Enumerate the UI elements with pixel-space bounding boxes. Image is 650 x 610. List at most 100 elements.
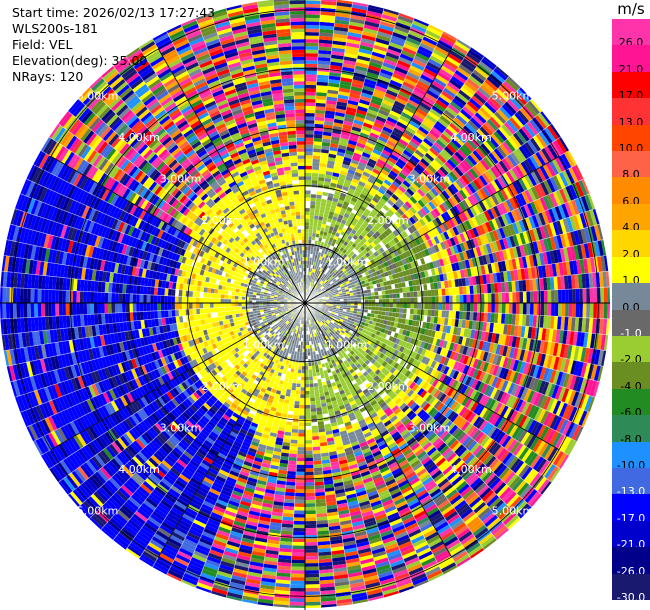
velocity-gate [508, 292, 513, 303]
velocity-gate [313, 280, 317, 285]
velocity-gate [533, 290, 538, 303]
velocity-gate [375, 190, 384, 198]
velocity-gate [317, 180, 325, 185]
velocity-gate [313, 272, 317, 277]
velocity-gate [364, 226, 371, 233]
velocity-gate [397, 158, 407, 167]
velocity-gate [323, 121, 334, 126]
velocity-gate [361, 202, 369, 209]
velocity-gate [356, 220, 363, 227]
velocity-gate [399, 114, 411, 124]
velocity-gate [335, 205, 342, 211]
velocity-gate [383, 179, 392, 187]
velocity-gate [345, 209, 352, 216]
velocity-gate [537, 303, 541, 316]
velocity-gate [529, 303, 534, 315]
velocity-gate [336, 2, 353, 8]
velocity-gate [336, 101, 348, 107]
velocity-gate [469, 311, 474, 321]
velocity-gate [404, 177, 414, 186]
velocity-gate [305, 49, 319, 54]
velocity-gate [399, 292, 404, 298]
velocity-gate [360, 155, 370, 162]
velocity-gate [403, 303, 408, 309]
velocity-gate [347, 99, 359, 106]
velocity-gate [473, 294, 478, 303]
velocity-gate [412, 20, 429, 30]
velocity-gate [401, 132, 413, 141]
velocity-gate [313, 141, 322, 146]
velocity-gate [325, 224, 330, 230]
velocity-gate [533, 303, 538, 316]
velocity-gate [445, 287, 450, 296]
velocity-gate [440, 33, 457, 44]
velocity-gate [435, 74, 449, 85]
velocity-gate [402, 166, 412, 175]
velocity-gate [366, 193, 374, 200]
velocity-gate [317, 57, 331, 62]
velocity-gate [429, 55, 444, 66]
velocity-gate [318, 170, 326, 175]
velocity-gate [359, 193, 367, 200]
velocity-gate [331, 51, 345, 57]
velocity-gate [358, 161, 367, 168]
velocity-gate [328, 211, 335, 216]
velocity-gate [402, 46, 417, 56]
velocity-gate [352, 122, 363, 129]
velocity-gate [335, 252, 341, 258]
velocity-gate [316, 85, 328, 90]
velocity-gate [318, 35, 333, 41]
velocity-gate [305, 141, 314, 145]
velocity-gates [0, 0, 610, 608]
velocity-gate [398, 172, 407, 180]
velocity-gate [422, 95, 436, 106]
velocity-gate [381, 149, 392, 157]
velocity-gate [424, 92, 438, 103]
velocity-gate [330, 204, 337, 210]
velocity-gate [369, 155, 379, 162]
velocity-gate [372, 196, 380, 204]
velocity-gate [522, 303, 527, 315]
velocity-gate [341, 163, 350, 170]
velocity-gate [380, 129, 392, 137]
velocity-gate [424, 309, 428, 316]
velocity-gate [422, 137, 434, 148]
velocity-gate [369, 211, 376, 219]
velocity-gate [369, 102, 381, 110]
velocity-gate [327, 229, 333, 234]
velocity-gate [415, 107, 428, 118]
velocity-gate [343, 182, 351, 188]
velocity-gate [575, 288, 580, 303]
velocity-gate [305, 56, 318, 61]
velocity-gate [417, 296, 422, 303]
velocity-gate [409, 65, 424, 75]
velocity-gate [462, 58, 477, 70]
velocity-gate [352, 75, 366, 82]
velocity-gate [316, 230, 321, 235]
velocity-gate [392, 307, 397, 313]
velocity-gate [325, 107, 336, 112]
velocity-gate [473, 285, 478, 295]
velocity-gate [313, 276, 317, 281]
velocity-gate [322, 269, 327, 274]
velocity-gate [449, 295, 453, 303]
velocity-gate [332, 172, 340, 178]
velocity-gate [356, 165, 366, 172]
velocity-gate [308, 232, 313, 237]
velocity-gate [352, 1, 369, 7]
velocity-gate [466, 78, 480, 90]
velocity-gate [314, 285, 318, 289]
velocity-gate [393, 164, 403, 172]
velocity-gate [358, 48, 373, 55]
velocity-gate [435, 99, 448, 110]
velocity-gate [464, 80, 478, 93]
velocity-gate [403, 129, 415, 138]
velocity-gate [325, 203, 332, 208]
velocity-gate [389, 153, 399, 162]
velocity-gate [359, 95, 372, 103]
velocity-gate [318, 46, 332, 51]
velocity-gate [334, 19, 350, 25]
velocity-gate [392, 293, 397, 299]
velocity-gate [501, 303, 506, 314]
velocity-gate [375, 142, 385, 150]
